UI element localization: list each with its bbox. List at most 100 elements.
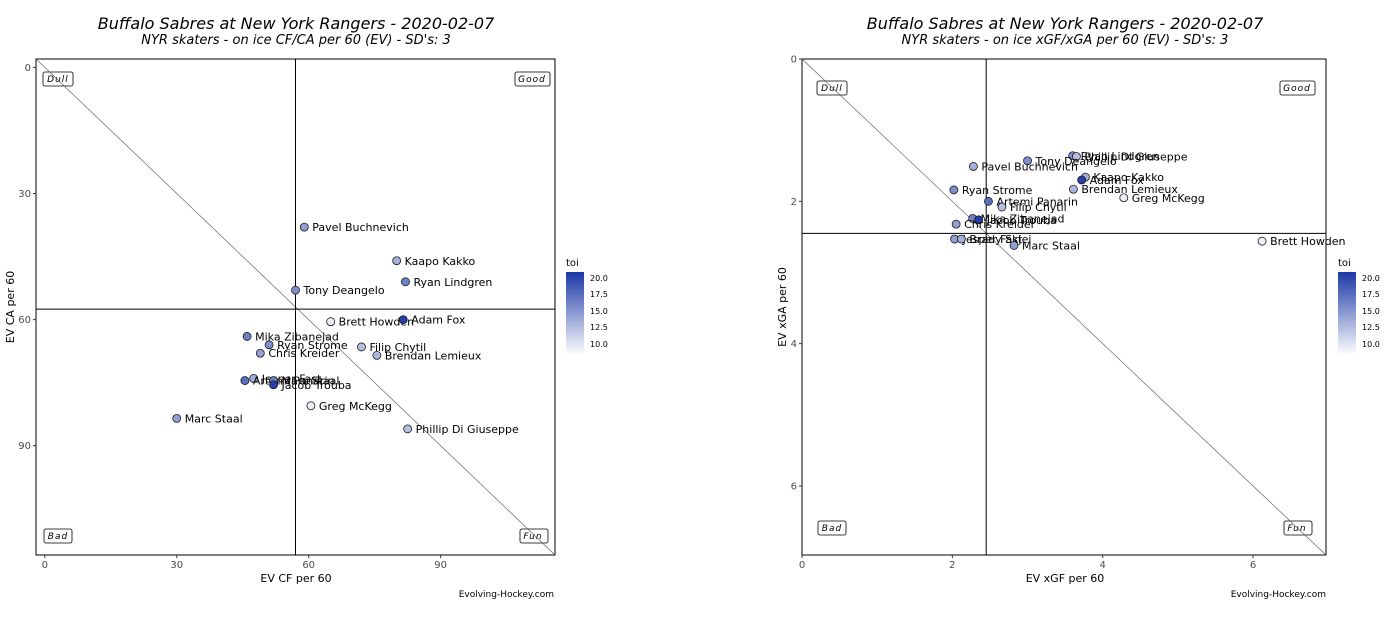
scatter-point [984,196,993,206]
scatter-point [969,162,978,171]
scatter-point [398,315,408,325]
point-label: Tony Deangelo [1035,155,1117,168]
chart-title: Buffalo Sabres at New York Rangers - 202… [98,14,495,33]
scatter-point [372,350,382,360]
quadrant-box-dull [42,71,74,87]
scatter-point [306,401,316,411]
point-label: Ryan Lindgren [413,276,492,289]
y-tick-label: 0 [791,55,797,66]
point-label: Pavel Buchnevich [312,221,409,234]
point-label: Chris Kreider [268,347,340,360]
legend-tick-label: 10.0 [1362,340,1380,349]
point-label: Kaapo Kakko [405,255,476,268]
legend-tick-label: 17.5 [1362,290,1380,299]
quadrant-label-bad: Bad [48,532,68,542]
scatter-point [249,374,259,383]
axis-ticks: 0 2 4 6 0 2 4 6 [791,55,1257,572]
y-tick-label: 60 [18,315,31,326]
legend-tick-label: 10.0 [590,340,608,349]
point-label: Jesper Fast [962,233,1023,246]
scatter-point [264,340,274,350]
point-label: Filip Chytil [369,341,426,354]
chart-cf-ca: Buffalo Sabres at New York Rangers - 202… [4,14,608,600]
x-tick-label: 0 [42,560,48,571]
scatter-point [269,380,278,390]
scatter-point [326,317,336,327]
scatter-point [1257,236,1267,246]
x-tick-label: 4 [1100,560,1106,571]
point-label: Jacob Trouba [986,214,1057,227]
scatter-point [1009,241,1019,250]
point-label: Adam Fox [1090,174,1145,187]
scatter-point [974,215,984,225]
scatter-point [949,185,959,195]
x-axis-label: EV xGF per 60 [1026,572,1105,585]
y-tick-label: 0 [25,63,31,74]
scatter-point [357,342,366,352]
point-label: Filip Chytil [1010,201,1067,214]
legend-tick-label: 12.5 [1362,323,1380,332]
quadrant-label-fun: Fun [523,532,542,542]
y-axis-label: EV xGA per 60 [776,267,789,347]
quadrant-box-fun [519,528,549,544]
y-axis-label: EV CA per 60 [4,271,17,343]
quadrant-label-fun: Fun [1287,524,1306,534]
point-label: Brett Howden [1270,235,1345,248]
scatter-point [997,202,1007,212]
x-tick-label: 2 [949,560,955,571]
scatter-point [392,256,402,266]
point-label: Ryan Lindgren [1081,150,1160,163]
quadrant-label-dull: Dull [47,75,69,85]
scatter-point [240,376,250,385]
quadrant-label-bad: Bad [822,524,842,534]
point-label: Marc Staal [185,412,243,425]
y-tick-label: 4 [791,339,797,350]
point-label: Mika Zibanejad [255,330,339,343]
point-label: Brendan Lemieux [1081,183,1178,196]
point-label: Phillip Di Giuseppe [416,423,519,436]
chart-subtitle: NYR skaters - on ice xGF/xGA per 60 (EV)… [902,33,1229,48]
reference-lines [801,58,1327,556]
scatter-points: Pavel Buchnevich Kaapo Kakko Ryan Lindgren… [172,221,519,436]
legend-colorbar [566,272,584,355]
scatter-point [172,413,182,423]
y-tick-label: 90 [18,441,31,452]
y-tick-label: 6 [791,481,797,492]
quadrant-box-fun [1283,520,1313,536]
credit-text: Evolving-Hockey.com [1231,590,1326,600]
x-tick-label: 60 [302,560,315,571]
scatter-point [255,348,265,358]
legend-tick-label: 15.0 [1362,307,1380,316]
toi-legend: toi 20.0 17.5 15.0 12.5 10.0 [566,258,608,355]
y-tick-label: 2 [791,197,797,208]
scatter-point [1023,156,1032,166]
point-label: Ryan Strome [277,339,348,352]
scatter-point [1068,184,1078,194]
point-label: Phillip Di Giuseppe [1084,150,1187,163]
legend-tick-label: 17.5 [590,290,608,299]
axis-ticks: 0 30 60 90 0 30 60 90 [18,63,447,571]
legend-ticks: 20.0 17.5 15.0 12.5 10.0 [1362,274,1380,349]
legend-colorbar [1338,272,1356,355]
x-axis-label: EV CF per 60 [260,572,331,585]
legend-tick-label: 20.0 [1362,274,1380,283]
quadrant-box-good [1279,80,1316,96]
scatter-point [956,234,966,244]
quadrant-box-bad [43,528,73,544]
point-label: Brendan Lemieux [385,349,482,362]
scatter-point [291,285,300,295]
x-tick-label: 30 [170,560,183,571]
chart-subtitle: NYR skaters - on ice CF/CA per 60 (EV) -… [141,33,451,48]
chart-title: Buffalo Sabres at New York Rangers - 202… [867,14,1264,33]
legend-tick-label: 12.5 [590,323,608,332]
legend-ticks: 20.0 17.5 15.0 12.5 10.0 [590,274,608,349]
scatter-point [299,222,309,232]
y-tick-label: 30 [18,189,31,200]
scatter-point [1072,152,1081,161]
legend-tick-label: 20.0 [590,274,608,283]
point-label: Kaapo Kakko [1093,171,1164,184]
point-label: Adam Fox [411,314,466,327]
point-label: Jacob Trouba [281,379,352,392]
